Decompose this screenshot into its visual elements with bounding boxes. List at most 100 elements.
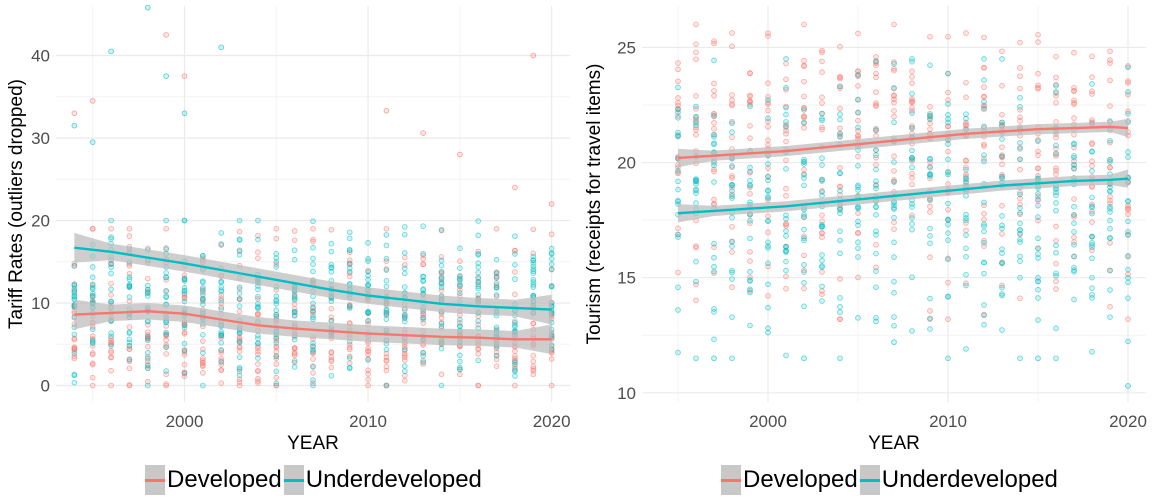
data-point [963, 166, 969, 173]
data-point [855, 184, 861, 190]
series-points-developed [675, 21, 1131, 322]
data-point-outlier [163, 73, 169, 79]
data-point [1017, 220, 1023, 227]
data-point [457, 358, 463, 365]
x-tick-label: 2010 [929, 412, 967, 431]
data-point [729, 92, 735, 98]
data-point [438, 268, 445, 275]
data-point [383, 277, 390, 284]
data-point [999, 161, 1005, 168]
data-point [346, 235, 353, 242]
data-point [765, 304, 771, 311]
data-point [801, 63, 807, 69]
x-tick-label: 2020 [533, 412, 571, 431]
data-point [729, 43, 735, 50]
y-tick-label: 0 [41, 377, 50, 396]
data-point [747, 182, 753, 188]
data-point-outlier [108, 48, 114, 55]
data-point [963, 346, 969, 352]
data-point [1035, 255, 1041, 261]
data-point [181, 294, 188, 301]
data-point [383, 316, 390, 322]
data-point [1053, 74, 1059, 81]
data-point [1017, 295, 1023, 302]
data-point [236, 366, 243, 373]
data-point [891, 159, 897, 165]
data-point [420, 273, 426, 280]
data-point [873, 166, 879, 173]
data-point [255, 355, 261, 361]
data-point [783, 111, 789, 118]
data-point [1125, 253, 1131, 259]
data-point [801, 113, 807, 119]
data-point [310, 218, 316, 225]
data-point [765, 177, 771, 184]
data-point [1107, 234, 1113, 241]
data-point [126, 339, 133, 346]
data-point [1071, 241, 1077, 248]
data-point [1089, 295, 1095, 301]
data-point [801, 252, 807, 259]
data-point [255, 380, 261, 386]
legend-label-underdeveloped: Underdeveloped [881, 466, 1058, 493]
data-point [144, 286, 151, 293]
data-point [1071, 234, 1077, 241]
data-point [255, 361, 261, 367]
data-point [819, 155, 825, 161]
data-point [401, 363, 408, 369]
data-point [783, 60, 789, 67]
data-point [310, 377, 316, 383]
data-point [200, 370, 206, 376]
data-point [365, 357, 371, 363]
data-point [1125, 228, 1131, 235]
data-point [819, 58, 825, 65]
data-point [163, 351, 169, 357]
data-point [181, 370, 188, 377]
data-point [909, 171, 915, 177]
data-point [999, 111, 1005, 118]
data-point [438, 276, 445, 283]
data-point [801, 119, 807, 126]
data-point [475, 357, 482, 364]
data-point [236, 364, 243, 371]
data-point [1125, 64, 1131, 71]
data-point [837, 125, 843, 131]
legend-label-developed: Developed [167, 466, 282, 493]
data-point [1089, 201, 1095, 208]
data-point [765, 229, 771, 236]
data-point [837, 164, 843, 171]
data-point [675, 349, 681, 356]
data-point [909, 155, 915, 161]
data-point [927, 111, 933, 117]
data-point [855, 205, 861, 212]
data-point [729, 129, 735, 135]
data-point [855, 315, 861, 321]
data-point [999, 231, 1005, 237]
data-point [475, 318, 482, 324]
data-point [765, 161, 771, 167]
data-point [218, 278, 225, 285]
data-point [819, 283, 825, 290]
data-point-outlier [548, 201, 555, 207]
data-point [891, 179, 897, 185]
data-point [1017, 156, 1023, 163]
data-point [693, 190, 699, 196]
data-point [801, 233, 807, 240]
data-point [438, 280, 445, 287]
data-point [401, 318, 408, 325]
data-point [1125, 89, 1131, 95]
data-point [144, 350, 151, 356]
data-point [89, 361, 96, 368]
data-point [108, 270, 114, 277]
data-point [855, 229, 861, 236]
data-point [236, 252, 243, 258]
data-point [765, 123, 771, 130]
data-point [1107, 156, 1113, 163]
data-point [163, 294, 169, 301]
data-point [747, 92, 753, 99]
data-point [891, 219, 897, 226]
data-point [401, 284, 408, 290]
legend-left: Developed Underdeveloped [145, 462, 484, 498]
data-point [126, 233, 133, 239]
data-point [891, 59, 897, 65]
